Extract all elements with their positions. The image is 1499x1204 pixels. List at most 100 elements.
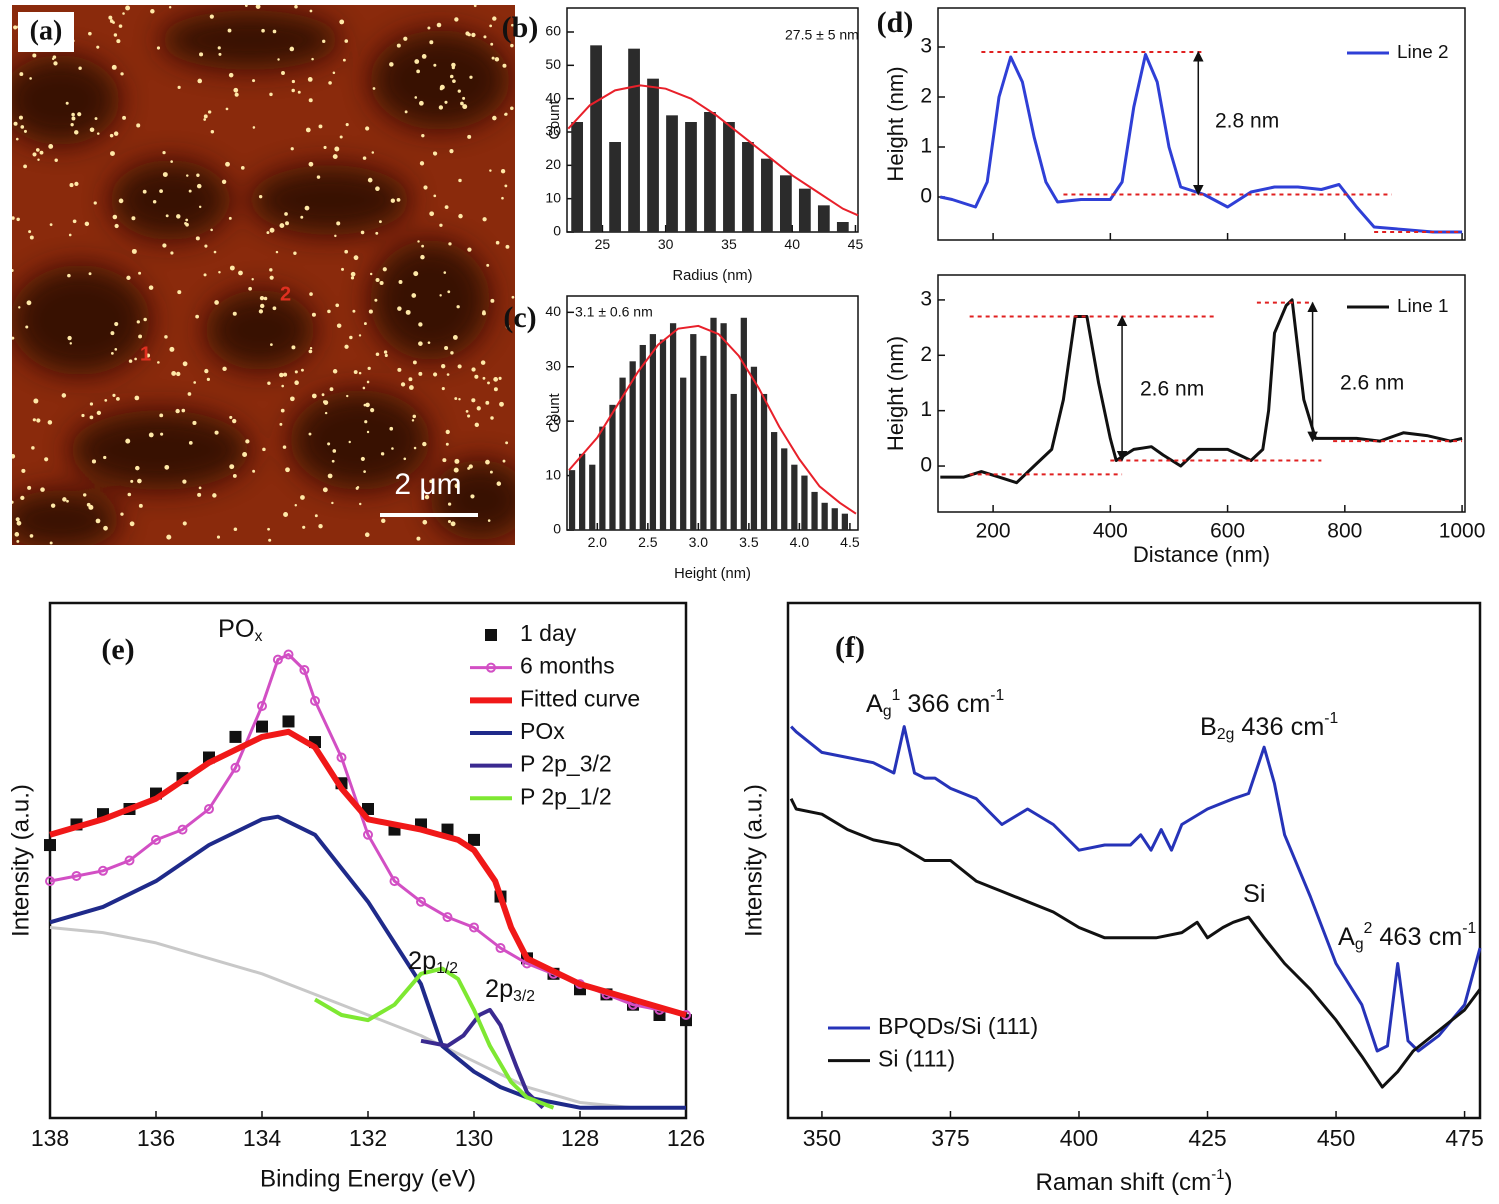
annotation: 2.6 nm [1140, 378, 1204, 401]
afm-dot [118, 198, 124, 204]
y-tick-label: 30 [545, 123, 561, 139]
point-marker [336, 752, 347, 763]
afm-dot [433, 372, 438, 377]
afm-dot [170, 160, 173, 163]
afm-dot [452, 79, 456, 84]
afm-dot [204, 244, 208, 248]
afm-dot [439, 294, 442, 297]
afm-dot [439, 87, 443, 91]
annotation-part: 2p [485, 975, 513, 1003]
afm-dot [412, 414, 417, 419]
x-axis-label-part: ) [1225, 1169, 1233, 1196]
afm-dot [469, 75, 473, 79]
afm-dot [444, 205, 449, 210]
panel: 200 400 600 800 1000 0 1 2 3 Distance (nm) Height … [883, 274, 1485, 567]
afm-dot [192, 420, 197, 426]
afm-dot [318, 124, 323, 129]
afm-dot [339, 19, 345, 25]
bar [781, 448, 788, 530]
afm-dot [420, 254, 425, 260]
bar [831, 508, 838, 530]
afm-dot [335, 303, 340, 308]
afm-dot [456, 305, 460, 309]
afm-dot [175, 408, 180, 414]
afm-dot [135, 465, 140, 471]
x-tick-label: 600 [1210, 519, 1245, 542]
x-axis-label: Raman shift (cm-1) [1035, 1166, 1232, 1196]
afm-dot [120, 72, 124, 76]
bar [836, 222, 849, 232]
panel: 350 375 400 425 450 475(f)Raman shift (cm-1)I… [740, 601, 1484, 1196]
line-marker: 2 [280, 283, 291, 305]
afm-dot [277, 58, 280, 61]
afm-dot [417, 240, 420, 243]
afm-dot [489, 24, 493, 28]
afm-dot [69, 342, 72, 345]
afm-dot [54, 158, 58, 162]
point-marker [204, 804, 214, 814]
afm-dot [449, 149, 454, 154]
afm-dot [421, 133, 425, 138]
afm-dot [269, 268, 273, 272]
y-tick-label: 1 [920, 135, 932, 158]
afm-dot [368, 309, 373, 314]
bar [779, 175, 792, 232]
annotation: Ag1 366 cm-1 [866, 687, 1004, 720]
afm-dot [187, 392, 192, 396]
y-axis-label: Height (nm) [883, 336, 908, 451]
y-tick-label: 30 [545, 357, 561, 373]
bar [801, 475, 808, 530]
afm-dot [229, 265, 235, 271]
x-tick-label: 25 [595, 236, 611, 252]
panel: 25 30 35 40 45 0 10 20 30 40 50 60 (b) Radius (nm) Cou… [502, 7, 863, 284]
afm-dot [474, 422, 479, 428]
afm-dot [81, 413, 85, 418]
afm-dot [244, 5, 248, 7]
afm-dot [28, 230, 32, 234]
point-marker [272, 654, 283, 665]
point-marker [256, 720, 268, 733]
afm-dot [112, 393, 116, 397]
afm-dot [283, 372, 288, 377]
afm-dot [403, 457, 407, 461]
afm-dot [157, 361, 160, 364]
x-axis-label-part: Raman shift (cm [1035, 1169, 1211, 1196]
legend-label: P 2p_3/2 [520, 751, 612, 777]
afm-dot [125, 5, 131, 11]
point-marker [230, 762, 241, 773]
afm-dot [116, 39, 121, 44]
point-marker [151, 834, 161, 845]
afm-dot [245, 439, 250, 444]
afm-dot [458, 398, 461, 401]
afm-dot [383, 350, 388, 354]
afm-dot [375, 186, 380, 191]
x-tick-label: 3.0 [689, 534, 709, 550]
afm-dot [279, 372, 284, 378]
series-line [49, 814, 686, 1110]
afm-dot [457, 89, 461, 93]
bar [685, 122, 697, 232]
x-axis-label: Radius (nm) [673, 268, 753, 284]
point-marker [229, 730, 242, 743]
afm-dot [471, 398, 476, 403]
afm-dot [164, 335, 168, 339]
afm-dot [69, 183, 74, 188]
afm-dot [95, 518, 101, 524]
y-tick-label: 60 [545, 23, 561, 39]
afm-dot [193, 381, 197, 384]
x-tick-label: 475 [1445, 1125, 1483, 1151]
afm-dot [490, 298, 495, 303]
panel-label: (b) [502, 11, 539, 44]
annotation-part: 463 cm [1372, 923, 1462, 951]
afm-dot [129, 521, 135, 527]
afm-dot [227, 28, 232, 33]
afm-dot [336, 221, 341, 226]
afm-dot [454, 483, 460, 489]
afm-dot [370, 408, 375, 413]
afm-dot [450, 521, 456, 527]
afm-dot [228, 72, 234, 78]
point-marker [495, 943, 506, 954]
afm-dot [164, 464, 170, 470]
legend-label: 6 months [520, 653, 615, 679]
bar [798, 188, 811, 232]
